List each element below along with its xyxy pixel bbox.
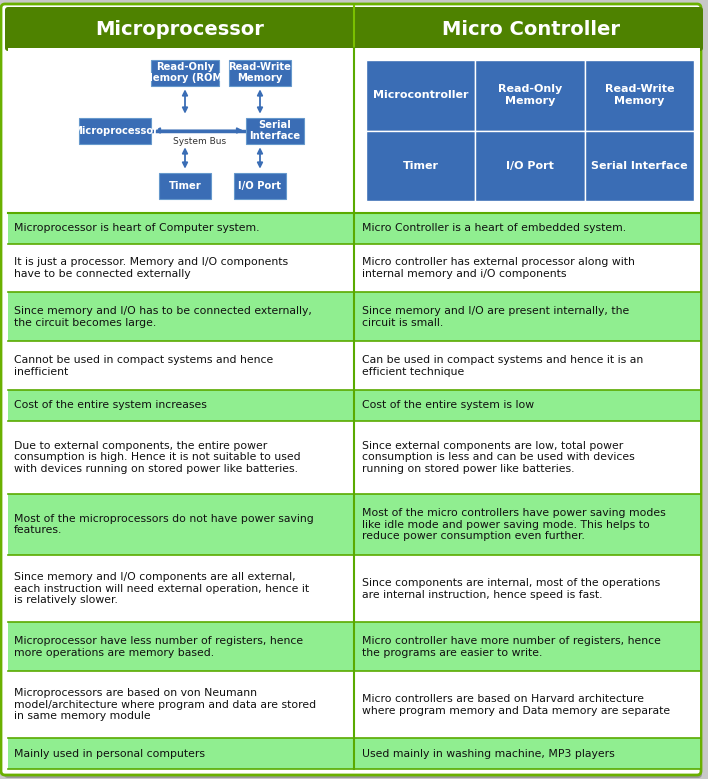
Text: Micro controller have more number of registers, hence
the programs are easier to: Micro controller have more number of reg…: [362, 636, 661, 657]
Text: Most of the microprocessors do not have power saving
features.: Most of the microprocessors do not have …: [14, 514, 314, 535]
Text: Cannot be used in compact systems and hence
inefficient: Cannot be used in compact systems and he…: [14, 355, 273, 376]
Bar: [475, 131, 585, 201]
Bar: [8, 671, 353, 738]
Bar: [7, 10, 701, 29]
Text: Micro Controller: Micro Controller: [442, 19, 620, 38]
Text: Cost of the entire system is low: Cost of the entire system is low: [362, 400, 534, 411]
Text: Microprocessor: Microprocessor: [96, 19, 264, 38]
Text: Timer: Timer: [169, 181, 201, 191]
Text: Since memory and I/O components are all external,
each instruction will need ext: Since memory and I/O components are all …: [14, 572, 309, 605]
Text: Cost of the entire system increases: Cost of the entire system increases: [14, 400, 207, 411]
Text: Serial Interface: Serial Interface: [591, 160, 687, 171]
Text: Since memory and I/O has to be connected externally,
the circuit becomes large.: Since memory and I/O has to be connected…: [14, 306, 312, 328]
Bar: [355, 555, 700, 622]
Text: Microprocessor have less number of registers, hence
more operations are memory b: Microprocessor have less number of regis…: [14, 636, 303, 657]
Bar: [79, 118, 151, 143]
Bar: [355, 213, 700, 244]
Text: Most of the micro controllers have power saving modes
like idle mode and power s: Most of the micro controllers have power…: [362, 508, 666, 541]
Text: Used mainly in washing machine, MP3 players: Used mainly in washing machine, MP3 play…: [362, 749, 615, 759]
Bar: [151, 59, 219, 86]
Bar: [8, 622, 353, 671]
Bar: [229, 59, 291, 86]
Bar: [8, 555, 353, 622]
Text: Microprocessor: Microprocessor: [72, 125, 158, 136]
Bar: [8, 738, 353, 769]
Bar: [246, 118, 304, 143]
FancyBboxPatch shape: [4, 7, 702, 778]
Bar: [8, 292, 353, 341]
Bar: [8, 421, 353, 494]
Text: Read-Only
Memory: Read-Only Memory: [498, 84, 562, 106]
Text: Read-Only
Memory (ROM): Read-Only Memory (ROM): [143, 62, 227, 83]
Bar: [355, 292, 700, 341]
FancyBboxPatch shape: [1, 4, 701, 775]
Text: Since memory and I/O are present internally, the
circuit is small.: Since memory and I/O are present interna…: [362, 306, 629, 328]
Text: Mainly used in personal computers: Mainly used in personal computers: [14, 749, 205, 759]
Text: Since components are internal, most of the operations
are internal instruction, : Since components are internal, most of t…: [362, 578, 661, 600]
Bar: [355, 671, 700, 738]
Bar: [8, 29, 700, 48]
Bar: [8, 494, 353, 555]
Bar: [355, 244, 700, 292]
Bar: [8, 48, 700, 213]
Text: It is just a processor. Memory and I/O components
have to be connected externall: It is just a processor. Memory and I/O c…: [14, 257, 288, 279]
Bar: [355, 390, 700, 421]
Text: Since external components are low, total power
consumption is less and can be us: Since external components are low, total…: [362, 441, 635, 474]
Text: Micro controllers are based on Harvard architecture
where program memory and Dat: Micro controllers are based on Harvard a…: [362, 694, 670, 716]
Text: Microcontroller: Microcontroller: [373, 90, 469, 100]
Text: Microprocessor is heart of Computer system.: Microprocessor is heart of Computer syst…: [14, 224, 260, 233]
Bar: [355, 494, 700, 555]
Text: Read-Write
Memory: Read-Write Memory: [605, 84, 674, 106]
Text: I/O Port: I/O Port: [239, 181, 282, 191]
Bar: [8, 390, 353, 421]
Bar: [8, 341, 353, 390]
Bar: [159, 172, 211, 199]
Bar: [366, 131, 475, 201]
Bar: [355, 738, 700, 769]
Text: I/O Port: I/O Port: [506, 160, 554, 171]
Bar: [8, 213, 353, 244]
Text: Serial
Interface: Serial Interface: [249, 120, 301, 141]
Bar: [8, 244, 353, 292]
FancyBboxPatch shape: [5, 7, 703, 51]
Bar: [355, 341, 700, 390]
Bar: [475, 60, 585, 131]
Bar: [366, 60, 475, 131]
Bar: [355, 622, 700, 671]
Bar: [234, 172, 286, 199]
Bar: [585, 60, 694, 131]
Text: Timer: Timer: [403, 160, 439, 171]
Text: Due to external components, the entire power
consumption is high. Hence it is no: Due to external components, the entire p…: [14, 441, 301, 474]
Text: Read-Write
Memory: Read-Write Memory: [229, 62, 292, 83]
Text: System Bus: System Bus: [173, 137, 227, 146]
Text: Microprocessors are based on von Neumann
model/architecture where program and da: Microprocessors are based on von Neumann…: [14, 688, 316, 721]
Text: Can be used in compact systems and hence it is an
efficient technique: Can be used in compact systems and hence…: [362, 355, 644, 376]
Bar: [355, 421, 700, 494]
Bar: [585, 131, 694, 201]
Bar: [7, 29, 701, 48]
Text: Micro Controller is a heart of embedded system.: Micro Controller is a heart of embedded …: [362, 224, 626, 233]
Text: Micro controller has external processor along with
internal memory and i/O compo: Micro controller has external processor …: [362, 257, 635, 279]
